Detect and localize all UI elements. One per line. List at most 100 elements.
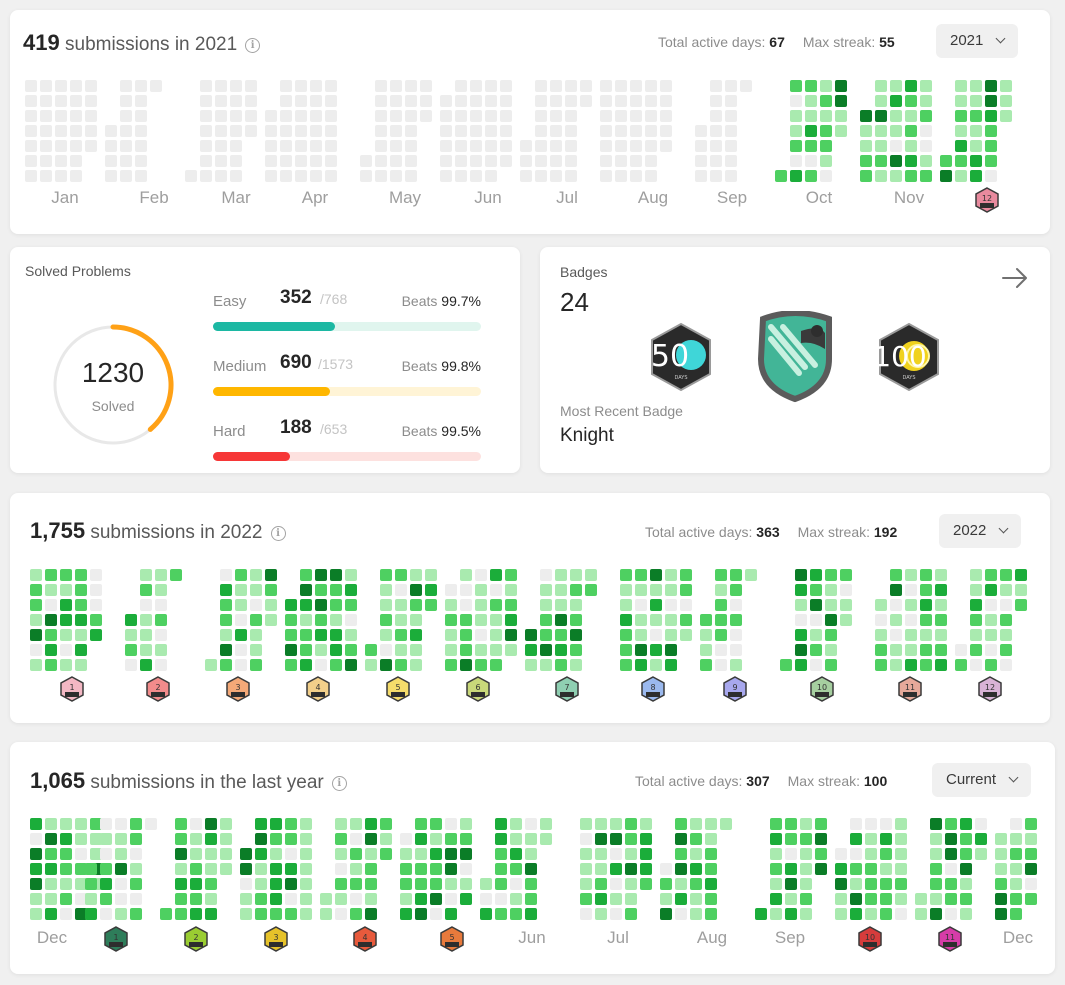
- day-cell[interactable]: [445, 659, 457, 671]
- day-cell[interactable]: [580, 833, 592, 845]
- day-cell[interactable]: [45, 599, 57, 611]
- day-cell[interactable]: [460, 614, 472, 626]
- day-cell[interactable]: [480, 878, 492, 890]
- day-cell[interactable]: [190, 878, 202, 890]
- day-cell[interactable]: [300, 863, 312, 875]
- day-cell[interactable]: [720, 818, 732, 830]
- day-cell[interactable]: [955, 125, 967, 137]
- day-cell[interactable]: [240, 908, 252, 920]
- day-cell[interactable]: [380, 659, 392, 671]
- day-cell[interactable]: [335, 818, 347, 830]
- day-cell[interactable]: [740, 80, 752, 92]
- day-cell[interactable]: [485, 80, 497, 92]
- day-cell[interactable]: [525, 908, 537, 920]
- day-cell[interactable]: [660, 878, 672, 890]
- day-cell[interactable]: [570, 614, 582, 626]
- day-cell[interactable]: [890, 614, 902, 626]
- day-cell[interactable]: [805, 95, 817, 107]
- day-cell[interactable]: [405, 140, 417, 152]
- day-cell[interactable]: [555, 644, 567, 656]
- day-cell[interactable]: [820, 125, 832, 137]
- day-cell[interactable]: [155, 599, 167, 611]
- day-cell[interactable]: [500, 155, 512, 167]
- day-cell[interactable]: [820, 155, 832, 167]
- day-cell[interactable]: [325, 140, 337, 152]
- day-cell[interactable]: [425, 599, 437, 611]
- day-cell[interactable]: [680, 614, 692, 626]
- day-cell[interactable]: [415, 863, 427, 875]
- day-cell[interactable]: [995, 833, 1007, 845]
- day-cell[interactable]: [30, 644, 42, 656]
- day-cell[interactable]: [555, 599, 567, 611]
- day-cell[interactable]: [680, 584, 692, 596]
- day-cell[interactable]: [470, 170, 482, 182]
- day-cell[interactable]: [445, 644, 457, 656]
- day-cell[interactable]: [805, 80, 817, 92]
- day-cell[interactable]: [880, 893, 892, 905]
- day-cell[interactable]: [610, 863, 622, 875]
- day-cell[interactable]: [410, 584, 422, 596]
- day-cell[interactable]: [240, 848, 252, 860]
- day-cell[interactable]: [40, 95, 52, 107]
- day-cell[interactable]: [815, 863, 827, 875]
- day-cell[interactable]: [730, 599, 742, 611]
- day-cell[interactable]: [615, 110, 627, 122]
- day-cell[interactable]: [580, 908, 592, 920]
- day-cell[interactable]: [985, 614, 997, 626]
- day-cell[interactable]: [430, 848, 442, 860]
- day-cell[interactable]: [315, 584, 327, 596]
- day-cell[interactable]: [930, 893, 942, 905]
- day-cell[interactable]: [125, 644, 137, 656]
- day-cell[interactable]: [325, 125, 337, 137]
- day-cell[interactable]: [445, 818, 457, 830]
- day-cell[interactable]: [30, 878, 42, 890]
- day-cell[interactable]: [625, 893, 637, 905]
- day-cell[interactable]: [400, 908, 412, 920]
- day-cell[interactable]: [405, 110, 417, 122]
- day-cell[interactable]: [905, 170, 917, 182]
- day-cell[interactable]: [1025, 833, 1037, 845]
- day-cell[interactable]: [650, 584, 662, 596]
- day-cell[interactable]: [970, 170, 982, 182]
- day-cell[interactable]: [190, 848, 202, 860]
- day-cell[interactable]: [890, 599, 902, 611]
- day-cell[interactable]: [1000, 584, 1012, 596]
- day-cell[interactable]: [280, 170, 292, 182]
- day-cell[interactable]: [365, 908, 377, 920]
- day-cell[interactable]: [680, 629, 692, 641]
- day-cell[interactable]: [445, 893, 457, 905]
- day-cell[interactable]: [375, 95, 387, 107]
- day-cell[interactable]: [190, 833, 202, 845]
- day-cell[interactable]: [850, 908, 862, 920]
- day-cell[interactable]: [600, 95, 612, 107]
- day-cell[interactable]: [215, 125, 227, 137]
- day-cell[interactable]: [570, 584, 582, 596]
- day-cell[interactable]: [460, 893, 472, 905]
- day-cell[interactable]: [610, 878, 622, 890]
- day-cell[interactable]: [295, 125, 307, 137]
- day-cell[interactable]: [565, 80, 577, 92]
- day-cell[interactable]: [285, 893, 297, 905]
- day-cell[interactable]: [945, 878, 957, 890]
- day-cell[interactable]: [455, 170, 467, 182]
- day-cell[interactable]: [285, 833, 297, 845]
- day-cell[interactable]: [985, 599, 997, 611]
- day-cell[interactable]: [675, 878, 687, 890]
- day-cell[interactable]: [345, 599, 357, 611]
- day-cell[interactable]: [75, 569, 87, 581]
- day-cell[interactable]: [100, 848, 112, 860]
- day-cell[interactable]: [960, 893, 972, 905]
- day-cell[interactable]: [230, 155, 242, 167]
- day-cell[interactable]: [330, 569, 342, 581]
- day-cell[interactable]: [970, 155, 982, 167]
- day-cell[interactable]: [705, 908, 717, 920]
- day-cell[interactable]: [485, 155, 497, 167]
- badge-12-icon[interactable]: 12: [975, 187, 999, 213]
- day-cell[interactable]: [345, 629, 357, 641]
- day-cell[interactable]: [755, 908, 767, 920]
- day-cell[interactable]: [335, 863, 347, 875]
- day-cell[interactable]: [880, 863, 892, 875]
- day-cell[interactable]: [650, 659, 662, 671]
- day-cell[interactable]: [1025, 878, 1037, 890]
- day-cell[interactable]: [875, 629, 887, 641]
